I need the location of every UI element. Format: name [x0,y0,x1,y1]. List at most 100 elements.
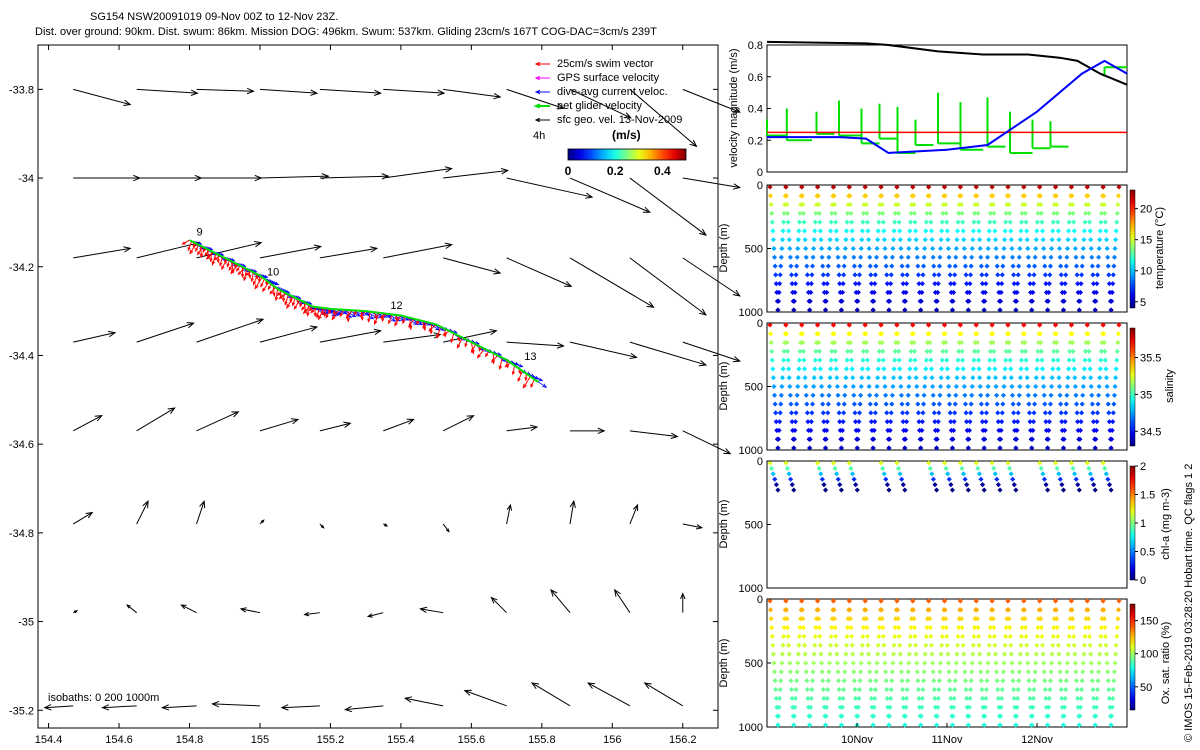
section-point [1005,598,1011,604]
section-point [856,687,863,693]
section-point [783,598,789,604]
section-point [983,272,989,278]
section-point [854,487,860,493]
section-point [1057,254,1063,260]
section-point [934,445,940,451]
section-point [1045,487,1051,493]
section-point [1103,237,1110,243]
section-point [891,366,897,372]
geo-vector [72,511,94,525]
section-point [1062,704,1068,710]
section-point [1105,669,1111,675]
swim-vector [236,265,241,272]
net-track-line [189,239,539,383]
section-point [826,254,832,260]
section-point [1088,245,1094,252]
section-point [1095,678,1101,684]
net-velocity-segment [785,108,812,142]
section-point [1096,392,1102,398]
swim-vector [331,309,340,321]
section-point [825,678,831,684]
section-point [1057,476,1063,482]
section-point [1021,184,1027,190]
section-point [1024,237,1030,243]
section-point [834,383,840,390]
speed-colorbar-ticks: 0 0.2 0.4 [565,164,671,178]
section-point [871,427,877,433]
section-point [1049,383,1055,390]
geo-vector [442,415,475,432]
map-xtick-label: 155.4 [387,734,415,746]
geo-vector [383,88,446,96]
section-point [811,383,817,390]
swim-vector [522,376,531,389]
section-point [937,254,943,260]
section-point [994,476,1000,482]
swim-vector [228,262,234,272]
section-point [1029,307,1035,313]
section-point [828,633,834,639]
section-point [1080,660,1086,666]
section-point [1105,254,1111,260]
map-ytick-label: -34.8 [9,528,34,540]
section-point [1041,383,1047,390]
section-point [1103,228,1109,234]
section-point [1071,357,1077,363]
section-point [962,254,968,260]
section-point [961,383,967,390]
section-point [1068,322,1074,328]
geo-vector [344,705,384,713]
section-point [1093,427,1099,433]
section-point [856,281,862,287]
section-point [1097,642,1103,648]
section-point [1062,289,1068,295]
section-point [769,357,775,363]
section-point [1094,695,1100,701]
section-point [1113,366,1119,372]
section-point [780,366,786,372]
section-point [905,678,911,684]
section-point [977,383,983,390]
section-point [1024,366,1030,372]
section-point [920,687,926,693]
depth-tick-label: 1000 [739,445,763,457]
section-point [985,660,991,666]
section-point [960,357,966,363]
section-point [1014,289,1020,295]
section-point [1112,660,1118,666]
section-point [1039,633,1045,639]
section-point [832,465,838,471]
section-point [1063,687,1069,693]
section-point [1002,237,1008,243]
section-point [1034,357,1040,363]
section-point [1021,322,1027,328]
swim-vector [221,258,228,271]
section-point [1069,607,1075,613]
section-point [970,642,976,648]
section-point [795,651,801,657]
section-point [983,281,989,287]
legend-item: GPS surface velocity [534,72,660,84]
geo-vector [126,604,137,614]
section-point [804,410,810,416]
section-point [898,660,904,666]
section-point [883,678,889,684]
swim-vector [240,266,245,279]
chla-colorbar-ticks: 0 0.5 1 1.5 2 [1135,461,1155,587]
section-point [771,669,778,675]
section-point [791,722,797,728]
section-point [792,695,799,701]
section-point [937,669,943,675]
swim-vector [325,308,331,319]
section-point [999,687,1005,693]
swim-vector [388,314,393,325]
section-point [940,210,946,216]
swim-vector [323,308,327,318]
section-point [1073,254,1079,260]
section-point [934,713,940,719]
section-point [921,254,927,260]
section-point [899,476,905,482]
section-point [870,722,876,728]
section-point [1029,298,1035,304]
section-point [815,598,821,604]
